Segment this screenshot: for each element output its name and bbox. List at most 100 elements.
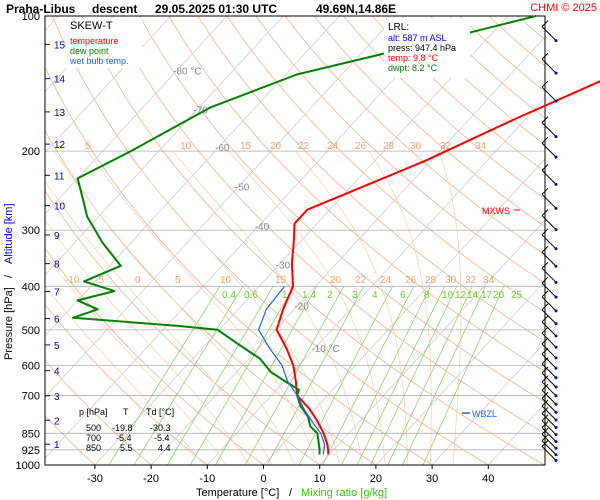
dry-adiabat [168,16,545,373]
wind-barb-dot [554,182,558,186]
wind-barb [541,209,558,232]
wind-barb-staff [541,170,557,185]
altitude-tick-label: 14 [54,75,66,86]
wind-barb-dot [554,410,558,414]
wind-barb-staff [541,405,557,421]
isotherm [45,16,228,215]
wind-barb-flag [541,315,549,323]
isotherm-label: -50 [235,183,250,194]
isotherm [431,341,545,465]
mixing-ratio-label: 20 [493,290,505,301]
wind-barb-flag [541,80,549,88]
wind-barb [541,399,558,422]
wind-barb-dot [554,356,558,360]
isotherm [263,158,545,465]
isotherm [0,16,2,465]
isotherm-label: -40 [255,222,270,233]
moist-adiabat [368,150,432,465]
wind-barb [541,136,558,159]
plot-frame [44,15,546,466]
wind-barb-staff [541,26,557,41]
isotherm [207,97,545,465]
lrl-press: press: 947.4 hPa [388,43,456,53]
isotherm [45,16,453,459]
wind-barb [541,116,558,139]
adiabat-mid-label: 22 [355,275,367,286]
wind-barb-column [541,20,558,462]
x-tick-label: 20 [370,473,382,485]
wind-barb [541,391,558,414]
wind-barb-flag [541,245,549,253]
wind-barb-flag [541,375,549,383]
altitude-tick-label: 4 [54,367,60,378]
adiabat-mid-label: 24 [380,275,392,286]
wind-barb-staff [541,420,557,436]
wind-barb [541,315,558,338]
wind-barb [541,228,558,251]
adiabat-top-label: 24 [327,141,339,152]
adiabat-mid-label: 15 [275,275,287,286]
y-axis-label-separator: / [3,274,15,278]
altitude-tick-label: 1 [54,440,60,451]
mixing-ratio-line [298,286,393,465]
wind-barb-staff [541,427,557,442]
mixing-ratio-line [166,286,274,465]
isotherm [319,219,545,465]
dry-adiabat [52,16,489,465]
mixing-ratio-line [214,286,318,465]
x-tick-label: -30 [87,473,103,485]
wind-barb-flag [541,164,549,171]
wind-barb-flag [541,228,549,236]
table-row-500-t: -19.8 [112,423,133,433]
adiabat-top-label: 28 [383,141,395,152]
wind-barb-flag [541,347,549,355]
wind-barb-staff [541,142,557,158]
dry-adiabat [226,16,545,313]
wind-barb-dot [554,394,558,398]
wind-barb [541,357,558,380]
dry-adiabat [284,16,545,256]
wind-barb-dot [554,458,558,462]
isotherm [45,16,115,93]
lrl-dwpt: dwpt: 8.2 °C [388,63,438,73]
wind-barb-flag [541,427,549,435]
wind-barb [541,337,558,360]
wind-barb [541,414,558,437]
moist-adiabat [45,219,250,465]
table-row-850-t: 5.5 [120,443,133,453]
wind-barb [541,276,558,299]
mixing-ratio-label: 17 [481,290,493,301]
wind-barb-staff [541,353,557,369]
wind-barb-flag [541,366,549,374]
isotherm [45,16,172,154]
lrl-alt: alt: 587 m ASL [388,33,447,43]
mixing-ratio-line [133,286,244,465]
mixing-ratio-line [266,286,364,465]
isotherm [94,16,509,465]
y-axis-label-pressure: Pressure [hPa] [3,287,15,360]
legend-entry-wet-bulb: wet bulb temp. [69,56,129,66]
isotherm [375,280,545,465]
table-row-850-td: 4.4 [158,443,171,453]
mixing-ratio-line [370,286,458,465]
wind-barb-flag [541,290,549,298]
wind-barb-flag [541,414,549,422]
mixing-ratio-line [322,286,415,465]
table-row-700-td: -5.4 [154,433,170,443]
mixing-ratio-line [387,286,473,465]
wind-barb-dot [554,376,558,380]
isotherm [150,36,545,465]
mxws-marker: MXWS [482,206,510,216]
altitude-tick-label: 11 [54,171,65,182]
isotherm-label: -60 [215,143,230,154]
adiabat-mid-label: 32 [465,275,477,286]
pressure-tick-label: 700 [22,390,40,402]
wind-barb-staff [541,86,557,102]
mixing-ratio-line [108,286,221,465]
wind-barb [541,20,558,43]
adiabat-top-label: 22 [298,141,310,152]
wind-barb-flag [541,399,549,407]
wind-barb-dot [554,433,558,437]
x-tick-label: 10 [314,473,326,485]
wind-barb-staff [541,251,557,267]
